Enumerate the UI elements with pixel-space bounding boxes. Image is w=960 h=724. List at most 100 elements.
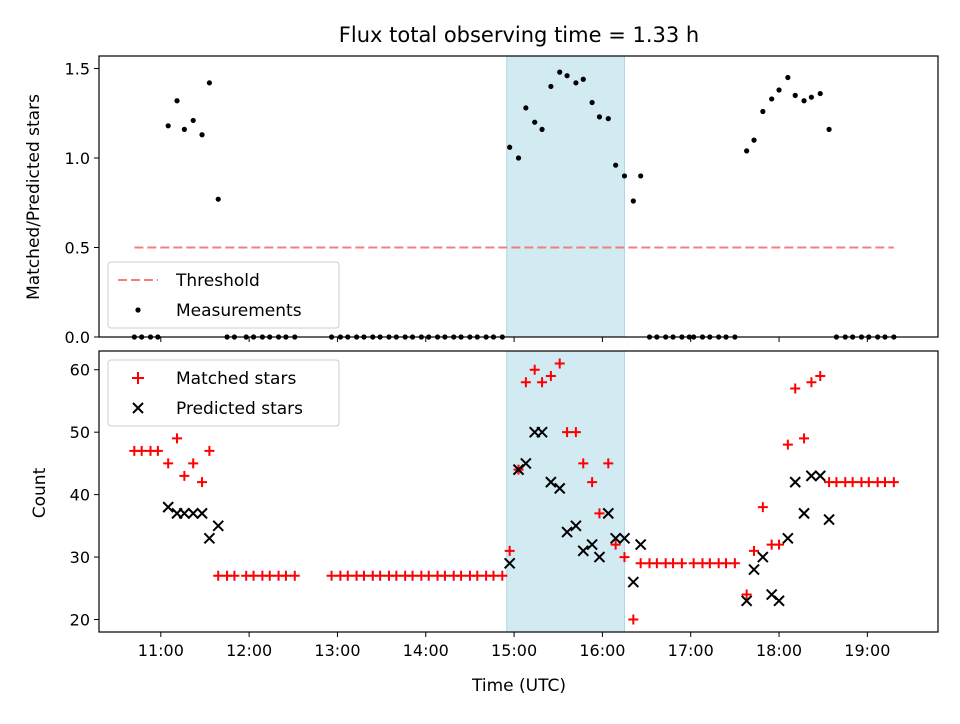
matched-star-point <box>248 570 259 581</box>
data-point <box>181 126 187 132</box>
data-point <box>808 94 815 100</box>
matched-star-point <box>676 558 687 569</box>
data-point <box>548 83 554 90</box>
matched-star-point <box>831 477 842 488</box>
matched-star-point <box>721 558 732 569</box>
x-tick-label: 11:00 <box>138 641 184 660</box>
legend-box <box>107 359 340 427</box>
matched-star-point <box>545 370 556 381</box>
matched-star-point <box>880 477 891 488</box>
matched-star-point <box>562 427 573 438</box>
matched-star-point <box>179 470 190 481</box>
data-point <box>557 69 563 75</box>
x-tick-label: 12:00 <box>226 641 272 660</box>
legend-label: Threshold <box>175 271 260 291</box>
predicted-star-point <box>203 532 216 545</box>
data-point <box>532 119 538 125</box>
predicted-star-point <box>520 457 532 470</box>
matched-star-point <box>172 433 183 444</box>
x-tick-label: 19:00 <box>844 641 890 660</box>
matched-star-point <box>375 570 386 581</box>
matched-star-point <box>888 477 899 488</box>
data-point <box>776 87 782 93</box>
y-tick-label: 60 <box>70 361 90 380</box>
matched-star-point <box>688 558 699 569</box>
chart-title: Flux total observing time = 1.33 h <box>339 23 699 47</box>
matched-star-point <box>229 570 240 581</box>
data-point <box>760 108 766 115</box>
data-point <box>589 99 595 106</box>
legend-label: Matched stars <box>176 369 296 389</box>
matched-star-point <box>326 570 337 581</box>
predicted-star-point <box>789 476 801 488</box>
data-point <box>785 74 791 81</box>
matched-star-point <box>847 477 858 488</box>
matched-star-point <box>790 383 801 394</box>
data-point <box>523 105 529 111</box>
y-tick-label: 0.5 <box>65 239 90 258</box>
y-tick-label: 20 <box>70 611 90 630</box>
predicted-star-point <box>570 520 582 532</box>
y-tick-label: 40 <box>70 486 90 505</box>
predicted-star-point <box>740 595 753 607</box>
predicted-star-point <box>187 507 199 520</box>
matched-star-point <box>342 570 353 581</box>
matched-star-point <box>554 358 565 369</box>
matched-star-point <box>603 458 614 469</box>
legend-label: Measurements <box>176 301 302 321</box>
matched-star-point <box>213 570 224 581</box>
axes-frame <box>98 350 939 633</box>
matched-star-point <box>152 445 163 456</box>
matched-star-point <box>619 552 630 563</box>
data-point <box>165 123 171 129</box>
data-point <box>539 126 545 132</box>
data-point <box>630 198 636 204</box>
data-point <box>573 80 579 86</box>
matched-star-point <box>497 570 508 581</box>
data-point <box>215 196 221 202</box>
x-tick-label: 16:00 <box>579 641 625 660</box>
matched-star-point <box>815 370 826 381</box>
data-point <box>801 98 807 104</box>
matched-star-point <box>806 377 817 388</box>
matched-star-point <box>407 570 418 581</box>
matched-star-point <box>472 570 483 581</box>
predicted-star-point <box>748 563 760 576</box>
x-tick-label: 15:00 <box>491 641 537 660</box>
matched-star-point <box>204 445 215 456</box>
highlight-span <box>506 350 625 633</box>
top-axes: 0.0 0.5 1.0 1.5 Threshold Measurements <box>65 55 939 347</box>
matched-star-point <box>280 570 291 581</box>
legend-box <box>107 261 340 329</box>
data-point <box>638 173 644 179</box>
predicted-star-point <box>627 576 640 588</box>
data-point <box>206 80 212 86</box>
predicted-star-point <box>503 557 516 570</box>
predicted-star-point <box>554 482 566 495</box>
matched-star-point <box>163 458 174 469</box>
matched-star-point <box>439 570 450 581</box>
legend-label: Predicted stars <box>176 399 303 419</box>
predicted-star-point <box>823 513 835 526</box>
data-point <box>174 98 180 104</box>
predicted-star-point <box>757 551 769 563</box>
matched-star-point <box>358 570 369 581</box>
x-tick-label: 17:00 <box>668 641 714 660</box>
legend-measurement-swatch <box>135 307 141 313</box>
data-point <box>792 92 798 98</box>
matched-star-point <box>537 377 548 388</box>
x-tick-label: 14:00 <box>403 641 449 660</box>
predicted-star-point <box>782 532 794 545</box>
matched-star-point <box>774 539 785 550</box>
data-point <box>507 144 513 150</box>
legend-predicted-swatch <box>132 402 144 414</box>
data-point <box>199 132 205 138</box>
predicted-star-point <box>196 507 208 520</box>
matched-star-point <box>289 570 300 581</box>
axes-frame <box>98 55 939 338</box>
matched-star-point <box>799 433 810 444</box>
matched-star-point <box>456 570 467 581</box>
x-tick-label: 13:00 <box>314 641 360 660</box>
matched-star-point <box>863 477 874 488</box>
